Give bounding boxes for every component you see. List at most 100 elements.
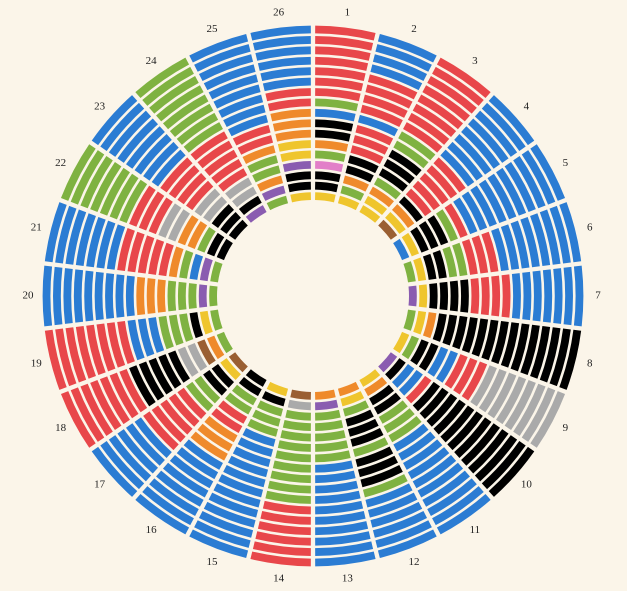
ring-cell <box>461 423 501 466</box>
ring-cell <box>75 325 96 379</box>
ring-cell <box>337 381 360 397</box>
ring-cell <box>427 346 449 377</box>
ring-cell <box>168 165 200 199</box>
ring-cell <box>559 202 582 263</box>
ring-cell <box>138 361 165 401</box>
ring-cell <box>468 429 509 474</box>
ring-cell <box>277 440 311 452</box>
ring-cell <box>542 269 553 323</box>
ring-cell <box>362 474 408 498</box>
ring-cell <box>242 145 276 164</box>
ring-cell <box>194 375 221 404</box>
ring-cell <box>439 281 449 311</box>
ring-cell <box>211 159 243 184</box>
ring-cell <box>70 150 105 205</box>
ring-cell <box>403 261 416 283</box>
ring-cell <box>496 376 527 425</box>
ring-cell <box>315 108 356 122</box>
sector-label: 1 <box>345 7 351 19</box>
ring-cell <box>403 309 416 331</box>
ring-cell <box>410 227 429 253</box>
ring-cell <box>315 409 341 421</box>
ring-cell <box>449 280 459 312</box>
ring-cell <box>408 285 417 307</box>
sector-label: 20 <box>23 290 35 302</box>
ring-cell <box>55 328 77 387</box>
sector-label: 23 <box>94 101 106 113</box>
ring-cell <box>360 464 403 488</box>
ring-cell <box>280 430 311 442</box>
ring-cell <box>117 429 158 474</box>
ring-cell <box>342 400 369 417</box>
ring-cell <box>388 149 422 177</box>
ring-cell <box>461 239 478 275</box>
ring-cell <box>265 88 311 102</box>
ring-cell <box>315 119 354 132</box>
ring-cell <box>158 242 174 277</box>
ring-cell <box>474 110 518 157</box>
ring-cell <box>203 501 256 528</box>
ring-cell <box>106 322 126 368</box>
ring-cell <box>252 36 311 51</box>
ring-cell <box>419 173 449 205</box>
ring-cell <box>454 134 492 175</box>
ring-cell <box>422 312 437 339</box>
ring-cell <box>365 483 413 508</box>
ring-cell <box>405 375 432 404</box>
ring-cell <box>426 165 458 199</box>
ring-cell <box>388 415 422 443</box>
ring-cell <box>510 323 530 372</box>
ring-cell <box>403 122 443 153</box>
ring-cell <box>432 486 484 526</box>
ring-cell <box>168 209 190 242</box>
ring-cell <box>440 405 475 443</box>
ring-cell <box>228 219 248 240</box>
ring-cell <box>208 492 259 518</box>
ring-cell <box>347 418 379 437</box>
ring-cell <box>355 446 394 468</box>
ring-cell <box>427 76 477 114</box>
ring-cell <box>530 213 551 267</box>
ring-cell <box>539 209 561 265</box>
ring-cell <box>232 384 257 406</box>
ring-cell <box>405 188 432 217</box>
ring-cell <box>119 179 148 224</box>
ring-cell <box>471 235 489 274</box>
sector-label: 2 <box>411 23 417 35</box>
ring-cell <box>266 381 289 397</box>
ring-cell <box>199 310 213 335</box>
ring-cell <box>252 409 281 427</box>
ring-cell <box>491 320 509 364</box>
ring-cell <box>204 415 238 443</box>
ring-cell <box>156 85 204 122</box>
ring-cell <box>261 185 286 201</box>
ring-cell <box>365 84 413 109</box>
ring-cell <box>218 474 264 498</box>
ring-cell <box>287 181 311 193</box>
ring-cell <box>337 195 360 211</box>
ring-cell <box>398 431 436 461</box>
ring-cell <box>315 150 346 162</box>
ring-cell <box>315 521 369 536</box>
sector-label: 18 <box>55 422 67 434</box>
ring-cell <box>357 455 398 478</box>
ring-cell <box>364 376 388 397</box>
ring-cell <box>169 454 214 489</box>
ring-cell <box>70 387 105 442</box>
ring-cell <box>109 372 139 419</box>
ring-cell <box>203 369 228 396</box>
ring-cell <box>488 95 535 146</box>
ring-cell <box>427 478 477 516</box>
ring-cell <box>257 400 284 417</box>
ring-cell <box>539 327 561 383</box>
ring-cell <box>315 511 366 525</box>
ring-cell <box>168 314 184 346</box>
ring-cell <box>461 126 501 169</box>
ring-cell <box>232 124 271 146</box>
ring-cell <box>401 232 420 257</box>
ring-cell <box>260 67 311 81</box>
ring-cell <box>272 119 311 132</box>
ring-cell <box>242 428 276 447</box>
ring-cell <box>340 185 365 201</box>
ring-cell <box>315 399 339 411</box>
